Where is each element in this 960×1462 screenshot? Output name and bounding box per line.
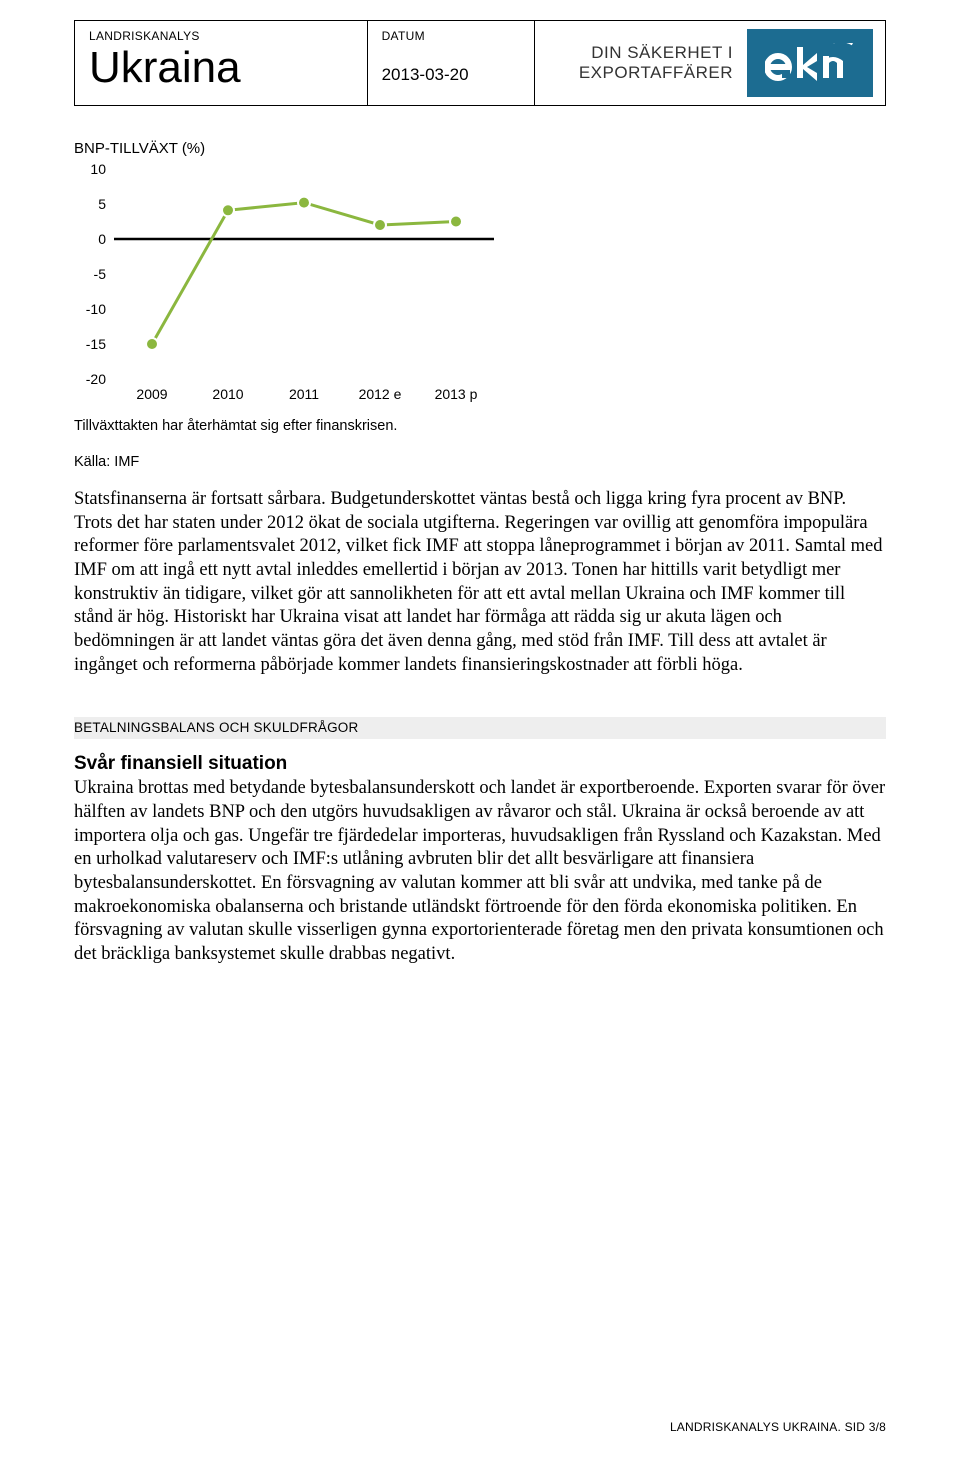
tagline-line2: EXPORTAFFÄRER [579, 63, 733, 82]
svg-text:-20: -20 [86, 371, 106, 387]
datum-label: DATUM [382, 29, 520, 43]
paragraph-1: Statsfinanserna är fortsatt sårbara. Bud… [74, 488, 886, 677]
header-middle: DATUM 2013-03-20 [368, 21, 535, 105]
svg-text:2011: 2011 [289, 386, 319, 402]
landriskanalys-label: LANDRISKANALYS [89, 29, 353, 43]
tagline-line1: DIN SÄKERHET I [591, 43, 733, 62]
svg-text:0: 0 [98, 231, 106, 247]
gdp-growth-chart: 10 5 0 -5 -10 -15 -20 2009 2010 2011 2012 e 2013 p [74, 163, 504, 408]
svg-text:2013 p: 2013 p [435, 386, 478, 402]
document-date: 2013-03-20 [382, 65, 520, 85]
chart-title: BNP-TILLVÄXT (%) [74, 140, 886, 157]
svg-text:5: 5 [98, 196, 106, 212]
section-label: BETALNINGSBALANS OCH SKULDFRÅGOR [74, 720, 358, 735]
chart-source: Källa: IMF [74, 454, 886, 470]
chart-caption: Tillväxttakten har återhämtat sig efter … [74, 418, 886, 434]
tagline: DIN SÄKERHET I EXPORTAFFÄRER [579, 43, 733, 82]
page-footer: LANDRISKANALYS UKRAINA. SID 3/8 [670, 1420, 886, 1434]
svg-text:2009: 2009 [136, 386, 167, 402]
svg-text:2010: 2010 [212, 386, 243, 402]
section-label-bar: BETALNINGSBALANS OCH SKULDFRÅGOR [74, 717, 886, 739]
country-title: Ukraina [89, 45, 353, 91]
svg-text:-5: -5 [94, 266, 107, 282]
ekn-logo [747, 29, 873, 97]
paragraph-2: Ukraina brottas med betydande bytesbalan… [74, 777, 886, 966]
svg-text:-15: -15 [86, 336, 106, 352]
svg-text:2012 e: 2012 e [359, 386, 402, 402]
header-left: LANDRISKANALYS Ukraina [75, 21, 368, 105]
svg-text:-10: -10 [86, 301, 106, 317]
svg-text:10: 10 [90, 161, 106, 177]
document-header: LANDRISKANALYS Ukraina DATUM 2013-03-20 … [74, 20, 886, 106]
subsection-heading: Svår finansiell situation [74, 753, 886, 775]
header-right: DIN SÄKERHET I EXPORTAFFÄRER [535, 21, 885, 105]
